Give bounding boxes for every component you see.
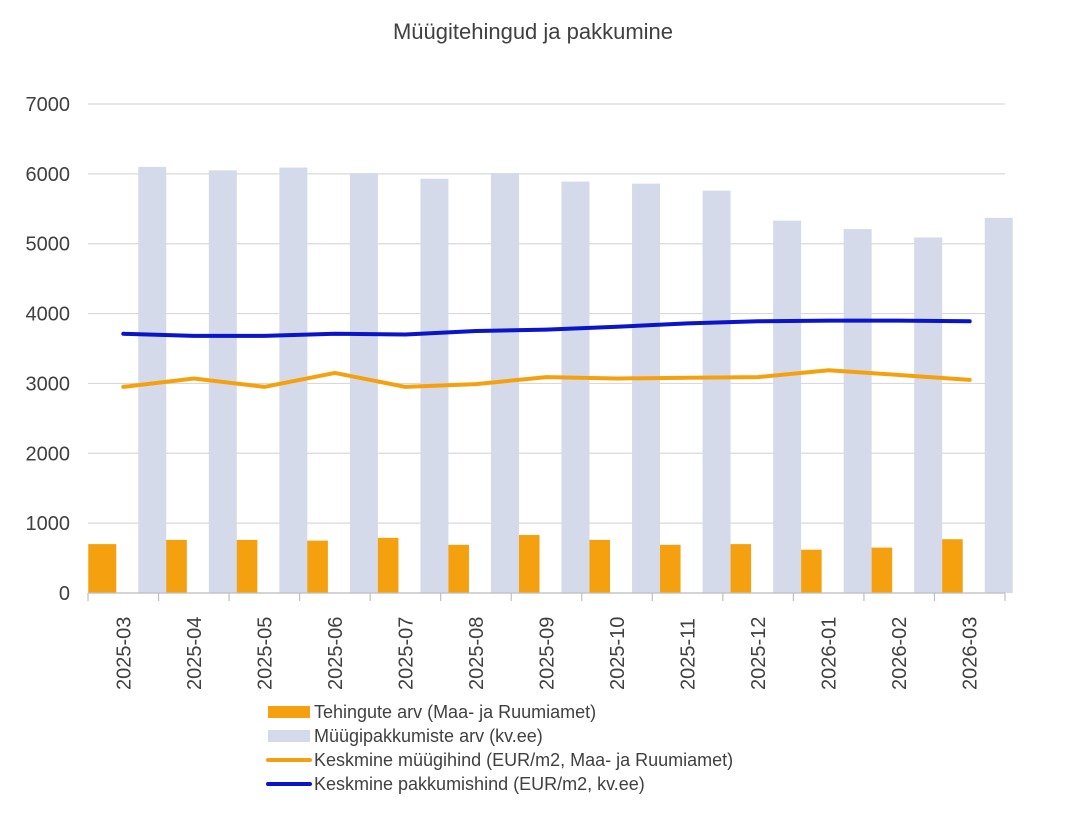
bar — [703, 191, 731, 593]
bar — [138, 167, 166, 593]
y-tick-label: 3000 — [26, 373, 71, 395]
chart-title: Müügitehingud ja pakkumine — [393, 19, 673, 44]
legend-label: Keskmine pakkumishind (EUR/m2, kv.ee) — [314, 774, 645, 794]
bar — [88, 544, 116, 593]
y-tick-label: 5000 — [26, 234, 71, 256]
lines — [123, 321, 969, 387]
chart-canvas: Müügitehingud ja pakkumine 0 1000 2000 3000… — [0, 0, 1066, 820]
x-tick-label: 2025-05 — [254, 617, 276, 690]
y-axis: 0 1000 2000 3000 4000 5000 6000 7000 — [26, 94, 71, 605]
y-tick-label: 4000 — [26, 304, 71, 326]
x-tick-label: 2025-07 — [395, 617, 417, 690]
y-tick-label: 7000 — [26, 94, 71, 116]
series-line — [123, 370, 969, 387]
bar — [985, 218, 1013, 593]
y-tick-label: 6000 — [26, 164, 71, 186]
bar — [773, 221, 801, 593]
y-tick-label: 2000 — [26, 443, 71, 465]
x-tick-label: 2025-04 — [184, 617, 206, 690]
x-axis: 2025-03 2025-04 2025-05 2025-06 2025-07 2025-… — [88, 593, 1005, 690]
x-tick-label: 2025-03 — [113, 617, 135, 690]
bar — [632, 184, 660, 593]
x-tick-label: 2025-12 — [748, 617, 770, 690]
bars — [88, 167, 1012, 593]
bar — [350, 173, 378, 593]
x-tick-label: 2025-09 — [537, 617, 559, 690]
x-tick-label: 2025-10 — [607, 617, 629, 690]
legend-label: Keskmine müügihind (EUR/m2, Maa- ja Ruum… — [314, 750, 733, 770]
legend-label: Tehingute arv (Maa- ja Ruumiamet) — [314, 702, 596, 722]
y-tick-label: 0 — [59, 583, 70, 605]
x-tick-label: 2026-02 — [889, 617, 911, 690]
y-tick-label: 1000 — [26, 513, 71, 535]
x-tick-label: 2026-01 — [819, 617, 841, 690]
legend: Tehingute arv (Maa- ja Ruumiamet) Müügipa… — [268, 702, 733, 794]
legend-label: Müügipakkumiste arv (kv.ee) — [314, 726, 543, 746]
bar — [562, 182, 590, 593]
bar — [844, 229, 872, 593]
legend-swatch — [268, 706, 310, 718]
bar — [914, 237, 942, 593]
x-tick-label: 2025-08 — [466, 617, 488, 690]
x-tick-label: 2025-06 — [325, 617, 347, 690]
series-line — [123, 321, 969, 336]
legend-swatch — [268, 730, 310, 742]
x-tick-label: 2025-11 — [678, 618, 700, 690]
x-tick-label: 2026-03 — [960, 617, 982, 690]
